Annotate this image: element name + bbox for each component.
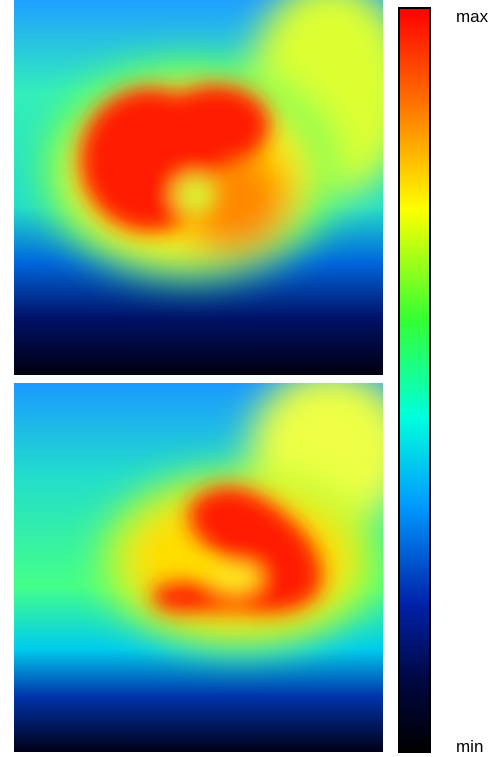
heatmap-bottom [14, 370, 410, 752]
colorbar [399, 8, 430, 752]
heatmap-top [14, 0, 410, 375]
colorbar-max-label: max [456, 7, 489, 26]
figure: max min [0, 0, 501, 757]
colorbar-min-label: min [456, 737, 483, 756]
